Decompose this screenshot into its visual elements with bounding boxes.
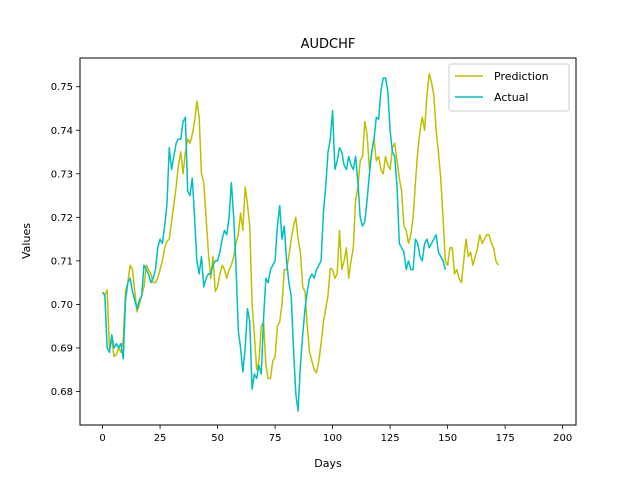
y-tick-label: 0.73 xyxy=(51,169,73,180)
y-tick-label: 0.70 xyxy=(51,300,73,311)
x-tick-label: 175 xyxy=(496,433,515,444)
y-tick-label: 0.72 xyxy=(51,213,73,224)
y-tick-label: 0.68 xyxy=(51,387,73,398)
x-tick-label: 125 xyxy=(381,433,400,444)
x-axis: 0 25 50 75 100 125 150 175 200 xyxy=(99,425,572,444)
series-line-prediction xyxy=(101,72,499,380)
legend-label-actual: Actual xyxy=(494,91,528,104)
x-tick-label: 200 xyxy=(553,433,572,444)
legend: Prediction Actual xyxy=(448,63,570,112)
x-tick-label: 75 xyxy=(269,433,282,444)
x-tick-label: 100 xyxy=(323,433,342,444)
x-tick-label: 25 xyxy=(154,433,167,444)
x-tick-label: 0 xyxy=(99,433,105,444)
x-tick-label: 50 xyxy=(211,433,224,444)
chart-title: AUDCHF xyxy=(301,37,356,52)
y-tick-label: 0.75 xyxy=(51,82,73,93)
x-tick-label: 150 xyxy=(438,433,457,444)
x-axis-label: Days xyxy=(314,457,342,470)
series-line-actual xyxy=(101,77,447,412)
y-axis-label: Values xyxy=(20,223,33,259)
plot-frame xyxy=(79,57,577,426)
y-axis: 0.68 0.69 0.70 0.71 0.72 0.73 0.74 0.75 xyxy=(51,82,80,398)
plot-lines xyxy=(101,72,499,412)
y-tick-label: 0.74 xyxy=(51,126,73,137)
y-tick-label: 0.69 xyxy=(51,343,73,354)
legend-label-prediction: Prediction xyxy=(494,70,549,83)
y-tick-label: 0.71 xyxy=(51,256,73,267)
